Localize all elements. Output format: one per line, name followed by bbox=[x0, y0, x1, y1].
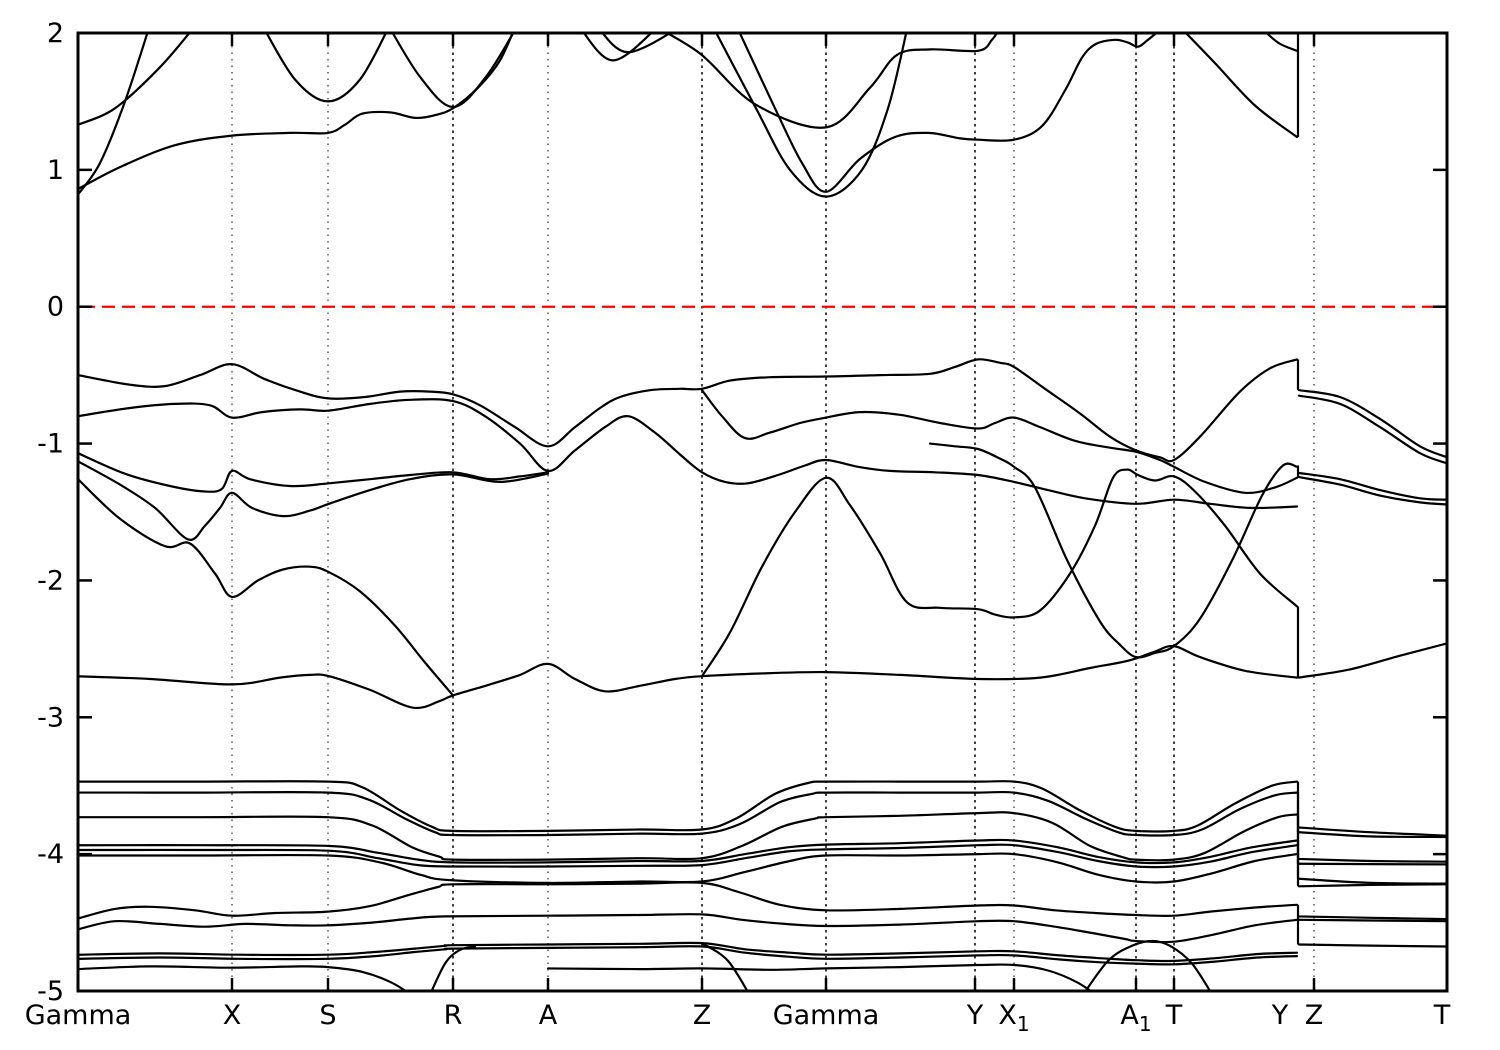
band-cond-descend-Y-right bbox=[1184, 33, 1299, 139]
band-p2-flat-1a bbox=[1297, 826, 1447, 837]
x-axis-label-t: T bbox=[1433, 1000, 1451, 1031]
band-p2-flat-4a bbox=[1297, 915, 1447, 921]
x-axis-label-gamma: Gamma bbox=[773, 1000, 880, 1031]
x-axis-label-y: Y bbox=[1271, 1000, 1289, 1031]
y-axis-label: 2 bbox=[47, 18, 64, 49]
x-axis-label-r: R bbox=[444, 1000, 463, 1031]
band-val-3-zfork bbox=[700, 389, 1299, 495]
x-axis-label-s: S bbox=[319, 1000, 336, 1031]
x-axis-label-z: Z bbox=[1305, 1000, 1324, 1031]
x-axis-label-t: T bbox=[1165, 1000, 1183, 1031]
band-flat-5 bbox=[78, 852, 1299, 885]
x-axis: Gamma X S R A Z Gamma Y X1 A1 T Y Z T bbox=[25, 33, 1451, 1036]
band-cond-steep-gamma-left bbox=[78, 33, 149, 196]
x-axis-label-gamma: Gamma bbox=[25, 1000, 132, 1031]
band-val-top-p2-b bbox=[1297, 394, 1447, 465]
band-val-9-bigU bbox=[700, 468, 1299, 678]
band-p2-flat-3b bbox=[1297, 883, 1447, 888]
band-flat-4b bbox=[78, 843, 1299, 869]
band-val-4-p2-b bbox=[1297, 476, 1447, 506]
band-p2-flat-4b bbox=[1297, 918, 1447, 923]
plot-border bbox=[76, 31, 1449, 993]
band-flat-9-mid bbox=[546, 963, 1093, 991]
y-axis-label: 0 bbox=[47, 292, 64, 323]
band-cond-V-R bbox=[391, 33, 515, 109]
band-cond-single-min-gamma2 bbox=[664, 33, 999, 129]
band-val-8-deepflat bbox=[78, 644, 1299, 710]
band-cond-valley-gamma2-b bbox=[738, 33, 1159, 193]
band-val-4-cross bbox=[928, 442, 1299, 659]
x-axis-label-a1: A1 bbox=[1120, 1000, 1151, 1036]
band-val-4-p2-a bbox=[1297, 471, 1447, 501]
band-cond-small-arc-Y-right bbox=[1265, 33, 1299, 52]
x-axis-label-y: Y bbox=[966, 1000, 984, 1031]
band-flat-9-left bbox=[78, 965, 408, 991]
y-axis-label: -2 bbox=[37, 565, 64, 596]
band-val-5 bbox=[78, 452, 550, 493]
y-axis-label: -1 bbox=[37, 429, 64, 460]
band-flat-4a bbox=[78, 838, 1299, 865]
x-axis-label-a: A bbox=[539, 1000, 558, 1031]
band-flat-2 bbox=[78, 790, 1299, 837]
x-axis-label-z: Z bbox=[693, 1000, 712, 1031]
band-cond-second-gamma-left bbox=[78, 33, 191, 126]
band-p2-flat-5 bbox=[1297, 943, 1447, 948]
band-flat-1 bbox=[78, 780, 1299, 833]
y-axis-label: 1 bbox=[47, 155, 64, 186]
band-val-8-p2 bbox=[1297, 642, 1447, 679]
band-val-6 bbox=[78, 460, 550, 541]
band-val-top-p2-a bbox=[1297, 389, 1447, 459]
band-curves bbox=[78, 33, 1447, 991]
band-p2-flat-2a bbox=[1297, 857, 1447, 863]
y-axis: 2 1 0 -1 -2 -3 -4 -5 bbox=[37, 18, 1447, 1007]
x-axis-label-x: X bbox=[223, 1000, 242, 1031]
band-flat-7 bbox=[78, 913, 1299, 944]
band-flat-8b bbox=[78, 945, 1299, 966]
band-hump-A1T bbox=[1084, 939, 1212, 991]
y-axis-label: -5 bbox=[37, 976, 64, 1007]
band-val-top bbox=[78, 358, 1299, 463]
band-flat-6 bbox=[78, 881, 1299, 920]
band-val-2 bbox=[78, 398, 1299, 510]
x-axis-label-x1: X1 bbox=[998, 1000, 1029, 1036]
band-cond-valley-gamma2-a bbox=[715, 33, 908, 198]
band-cond-arc-AZ-1 bbox=[582, 33, 653, 62]
y-axis-label: -4 bbox=[37, 839, 64, 870]
band-flat-3 bbox=[78, 811, 1299, 862]
band-p2-flat-2b bbox=[1297, 862, 1447, 866]
band-flat-8a bbox=[78, 941, 1299, 963]
band-p2-flat-1b bbox=[1297, 831, 1447, 839]
y-axis-label: -3 bbox=[37, 702, 64, 733]
band-riser-R bbox=[430, 945, 477, 991]
band-val-7-deep-left bbox=[78, 478, 455, 697]
band-cond-parabola-S bbox=[265, 33, 388, 103]
